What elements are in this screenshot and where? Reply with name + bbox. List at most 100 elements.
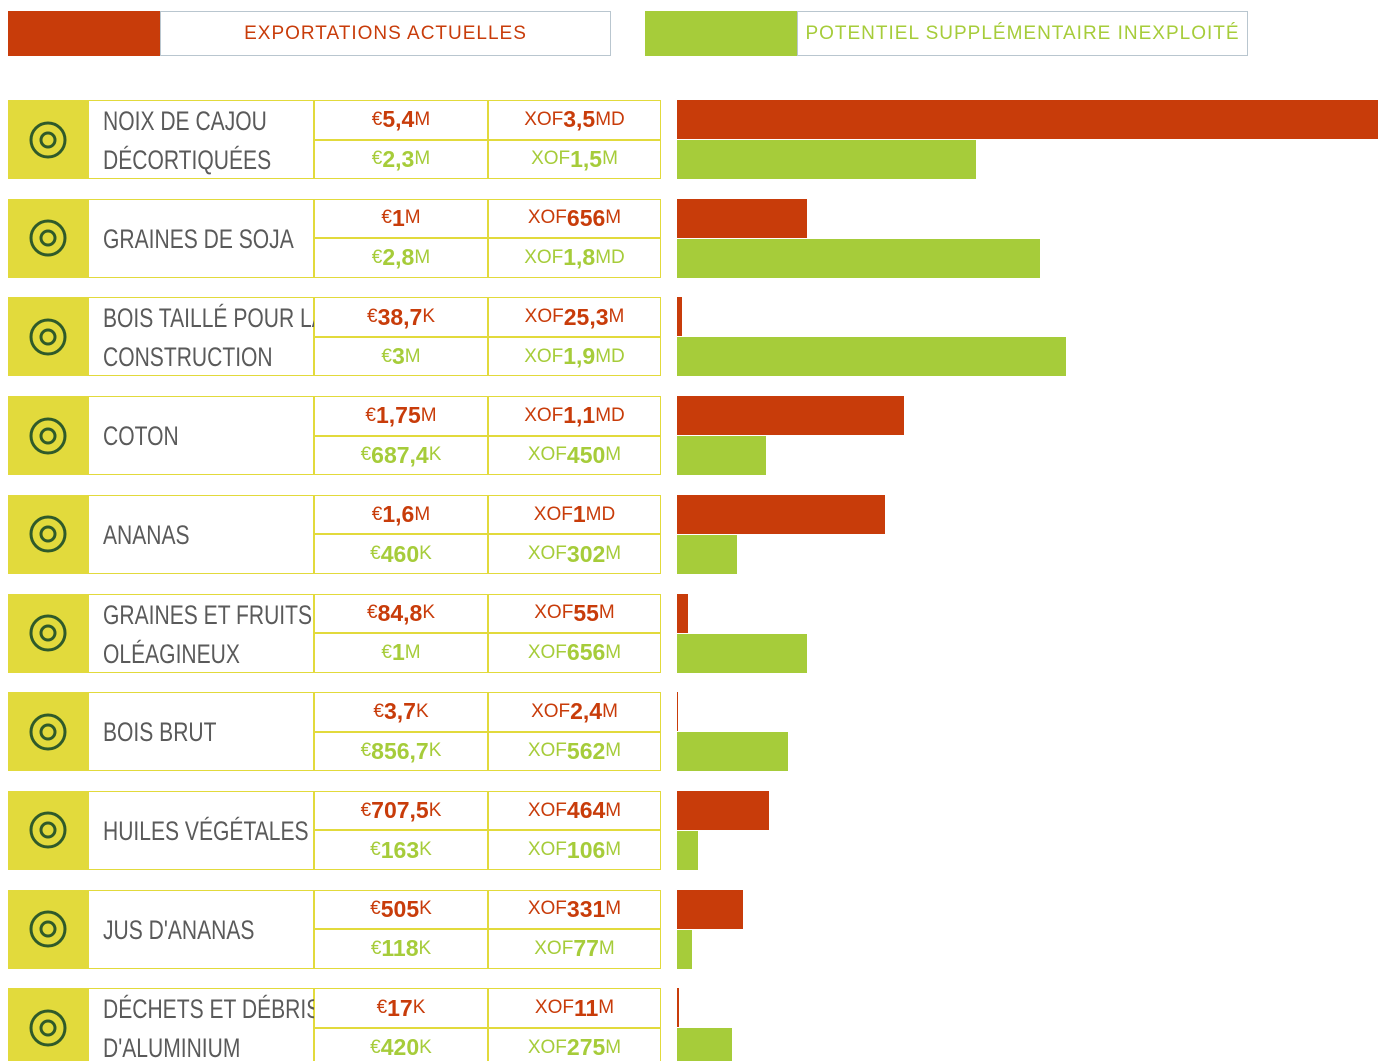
icon-glyph [29,1009,67,1047]
value-cell: €460 K [314,534,488,574]
product-name: GRAINES ET FRUITS OLÉAGINEUX [88,593,314,673]
value-cell: €84,8 K [314,593,488,633]
unit: MD [595,108,625,130]
currency: € [371,246,383,268]
currency: XOF [527,898,567,920]
value-cell: XOF 450 M [488,435,661,476]
unit: MD [595,246,625,268]
value-cell: XOF 1 MD [488,494,661,535]
amount: 856,7 [371,737,429,764]
bar [677,732,789,772]
product-icon [8,100,88,179]
bar [677,830,699,870]
name-line: CONSTRUCTION [103,342,273,373]
name-line: GRAINES ET FRUITS [103,599,313,630]
name-line: DÉCHETS ET DÉBRIS [103,994,321,1025]
amount: 2,8 [382,244,415,271]
product-icon [8,988,88,1061]
unit: M [598,937,615,959]
bar [677,593,688,633]
currency: € [360,799,372,821]
unit: M [602,700,618,722]
currency: XOF [527,740,567,762]
currency: XOF [527,641,567,663]
currency: € [381,207,392,229]
name-line: D'ALUMINIUM [103,1033,241,1061]
currency: € [366,306,378,328]
currency: XOF [527,207,567,229]
amount: 505 [380,895,420,922]
unit: M [602,148,618,170]
amount: 275 [566,1034,606,1061]
value-cell: €38,7 K [314,297,488,337]
amount: 11 [573,994,599,1021]
value-cell: XOF 275 M [488,1027,661,1061]
unit: M [420,404,437,426]
amount: 656 [566,639,606,666]
value-cell: XOF 464 M [488,790,661,831]
amount: 38,7 [377,303,423,330]
product-name: COTON [88,396,314,476]
amount: 118 [381,935,419,962]
product-name: NOIX DE CAJOU DÉCORTIQUÉES [88,100,314,179]
currency: € [370,839,381,861]
bar [677,1028,732,1061]
amount: 77 [573,935,599,962]
unit: M [414,108,431,130]
value-cell: €856,7 K [314,731,488,772]
currency: € [371,503,383,525]
value-cell: €3,7 K [314,692,488,732]
amount: 2,4 [570,698,603,725]
unit: M [605,641,622,663]
legend-label: POTENTIEL SUPPLÉMENTAIRE INEXPLOITÉ [797,11,1248,56]
product-name: BOIS TAILLÉ POUR LA CONSTRUCTION [88,297,326,377]
currency: XOF [533,503,573,525]
value-cell: €3 M [314,336,488,377]
unit: K [415,700,429,722]
value-cell: XOF 562 M [488,731,661,772]
unit: M [598,602,615,624]
amount: 1,8 [563,244,596,271]
unit: K [418,937,432,959]
unit: K [422,306,436,328]
amount: 707,5 [371,797,429,824]
unit: M [605,543,622,565]
amount: 562 [566,737,606,764]
unit: K [419,1036,432,1058]
name-line: HUILES VÉGÉTALES [103,815,309,846]
unit: K [428,740,442,762]
amount: 84,8 [377,599,423,626]
bar [677,436,767,476]
currency: € [360,740,372,762]
currency: XOF [524,108,564,130]
amount: 331 [566,895,606,922]
value-cell: €118 K [314,929,488,969]
product-icon [8,297,88,377]
unit: M [605,740,622,762]
unit: M [414,503,431,525]
amount: 25,3 [563,303,609,330]
bar [677,889,743,929]
amount: 450 [566,441,606,468]
name-line: COTON [103,421,179,452]
product-name: DÉCHETS ET DÉBRIS D'ALUMINIUM [88,988,320,1061]
value-cell: XOF 25,3 M [488,297,661,337]
unit: M [608,306,625,328]
product-name: JUS D'ANANAS [88,889,314,969]
currency: € [376,997,388,1019]
amount: 420 [380,1034,420,1061]
unit: K [419,898,432,920]
bar [677,633,807,673]
amount: 5,4 [382,106,415,133]
currency: XOF [527,839,567,861]
product-name: BOIS BRUT [88,692,314,772]
currency: XOF [531,700,571,722]
value-cell: €2,8 M [314,238,488,278]
value-cell: €1 M [314,633,488,673]
value-cell: XOF 656 M [488,633,661,673]
value-cell: €17 K [314,988,488,1028]
value-cell: XOF 3,5 MD [488,100,661,140]
currency: € [381,641,392,663]
currency: € [381,345,392,367]
product-icon [8,593,88,673]
